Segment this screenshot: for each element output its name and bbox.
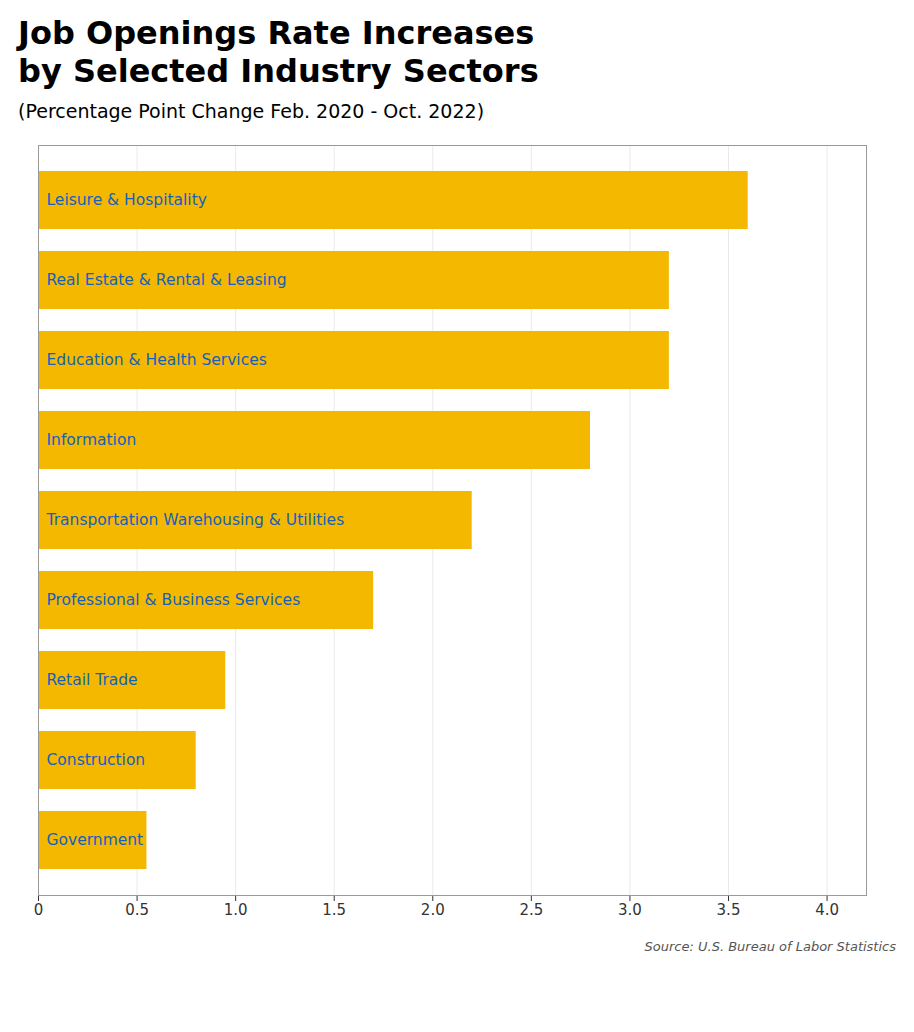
svg-text:Transportation Warehousing & U: Transportation Warehousing & Utilities xyxy=(46,512,345,530)
html-text:by Selected Industry Sectors: by Selected Industry Sectors xyxy=(18,52,539,91)
svg-text:Information: Information xyxy=(47,432,137,450)
svg-text:3.0: 3.0 xyxy=(618,902,642,920)
svg-text:Education & Health Services: Education & Health Services xyxy=(47,352,267,370)
svg-text:1.5: 1.5 xyxy=(322,902,346,920)
svg-text:Government: Government xyxy=(47,832,144,850)
svg-text:4.0: 4.0 xyxy=(815,902,839,920)
html-text:(Percentage Point Change Feb.: (Percentage Point Change Feb. 2020 - Oct… xyxy=(18,99,484,122)
svg-text:Leisure & Hospitality: Leisure & Hospitality xyxy=(47,192,207,210)
svg-text:Real Estate & Rental & Leasing: Real Estate & Rental & Leasing xyxy=(47,272,287,290)
svg-text:2.5: 2.5 xyxy=(519,902,543,920)
svg-text:1.0: 1.0 xyxy=(224,902,248,920)
svg-text:0: 0 xyxy=(34,902,44,920)
svg-text:2.0: 2.0 xyxy=(421,902,445,920)
svg-text:0.5: 0.5 xyxy=(125,902,149,920)
html-text:Source: U.S. Bureau of Labor S: Source: U.S. Bureau of Labor Statistics xyxy=(644,939,896,955)
svg-text:Retail Trade: Retail Trade xyxy=(47,672,138,690)
svg-text:Professional & Business Servic: Professional & Business Services xyxy=(47,592,301,610)
html-text:Job Openings Rate Increases: Job Openings Rate Increases xyxy=(18,14,535,52)
svg-text:Construction: Construction xyxy=(47,752,146,770)
svg-text:3.5: 3.5 xyxy=(717,902,741,920)
